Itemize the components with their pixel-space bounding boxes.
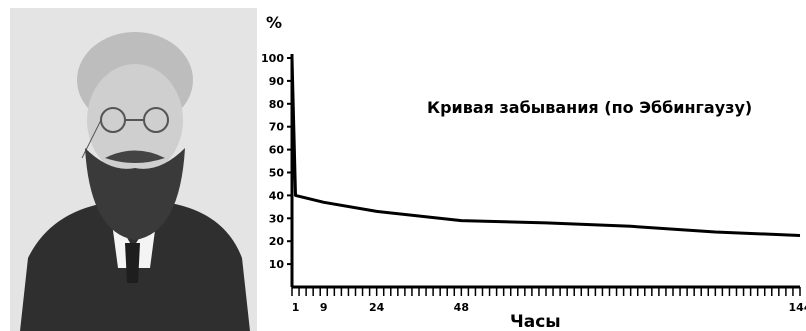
y-tick-label: 40 [269, 189, 285, 202]
x-tick-label: 144 [789, 301, 806, 314]
x-tick-label: 1 [292, 301, 300, 314]
chart-title: Кривая забывания (по Эббингаузу) [427, 98, 752, 117]
y-tick-label: 20 [269, 235, 285, 248]
x-tick-label: 24 [369, 301, 385, 314]
y-tick-label: 10 [269, 258, 285, 271]
forgetting-curve-chart: % Кривая забывания (по Эббингаузу) Часы … [262, 0, 806, 331]
y-tick-label: 30 [269, 212, 285, 225]
x-tick-label: 9 [320, 301, 328, 314]
x-axis-label: Часы [510, 312, 561, 331]
series-line [290, 57, 801, 237]
y-tick-label: 80 [269, 98, 285, 111]
y-tick-label: 60 [269, 144, 285, 157]
y-tick-label: 70 [269, 121, 285, 134]
y-tick-label: 90 [269, 75, 285, 88]
portrait-photo [10, 8, 257, 331]
y-tick-label: 50 [269, 167, 285, 180]
y-tick-label: 100 [262, 52, 284, 65]
x-tick-label: 48 [454, 301, 469, 314]
y-axis-label: % [266, 13, 282, 32]
